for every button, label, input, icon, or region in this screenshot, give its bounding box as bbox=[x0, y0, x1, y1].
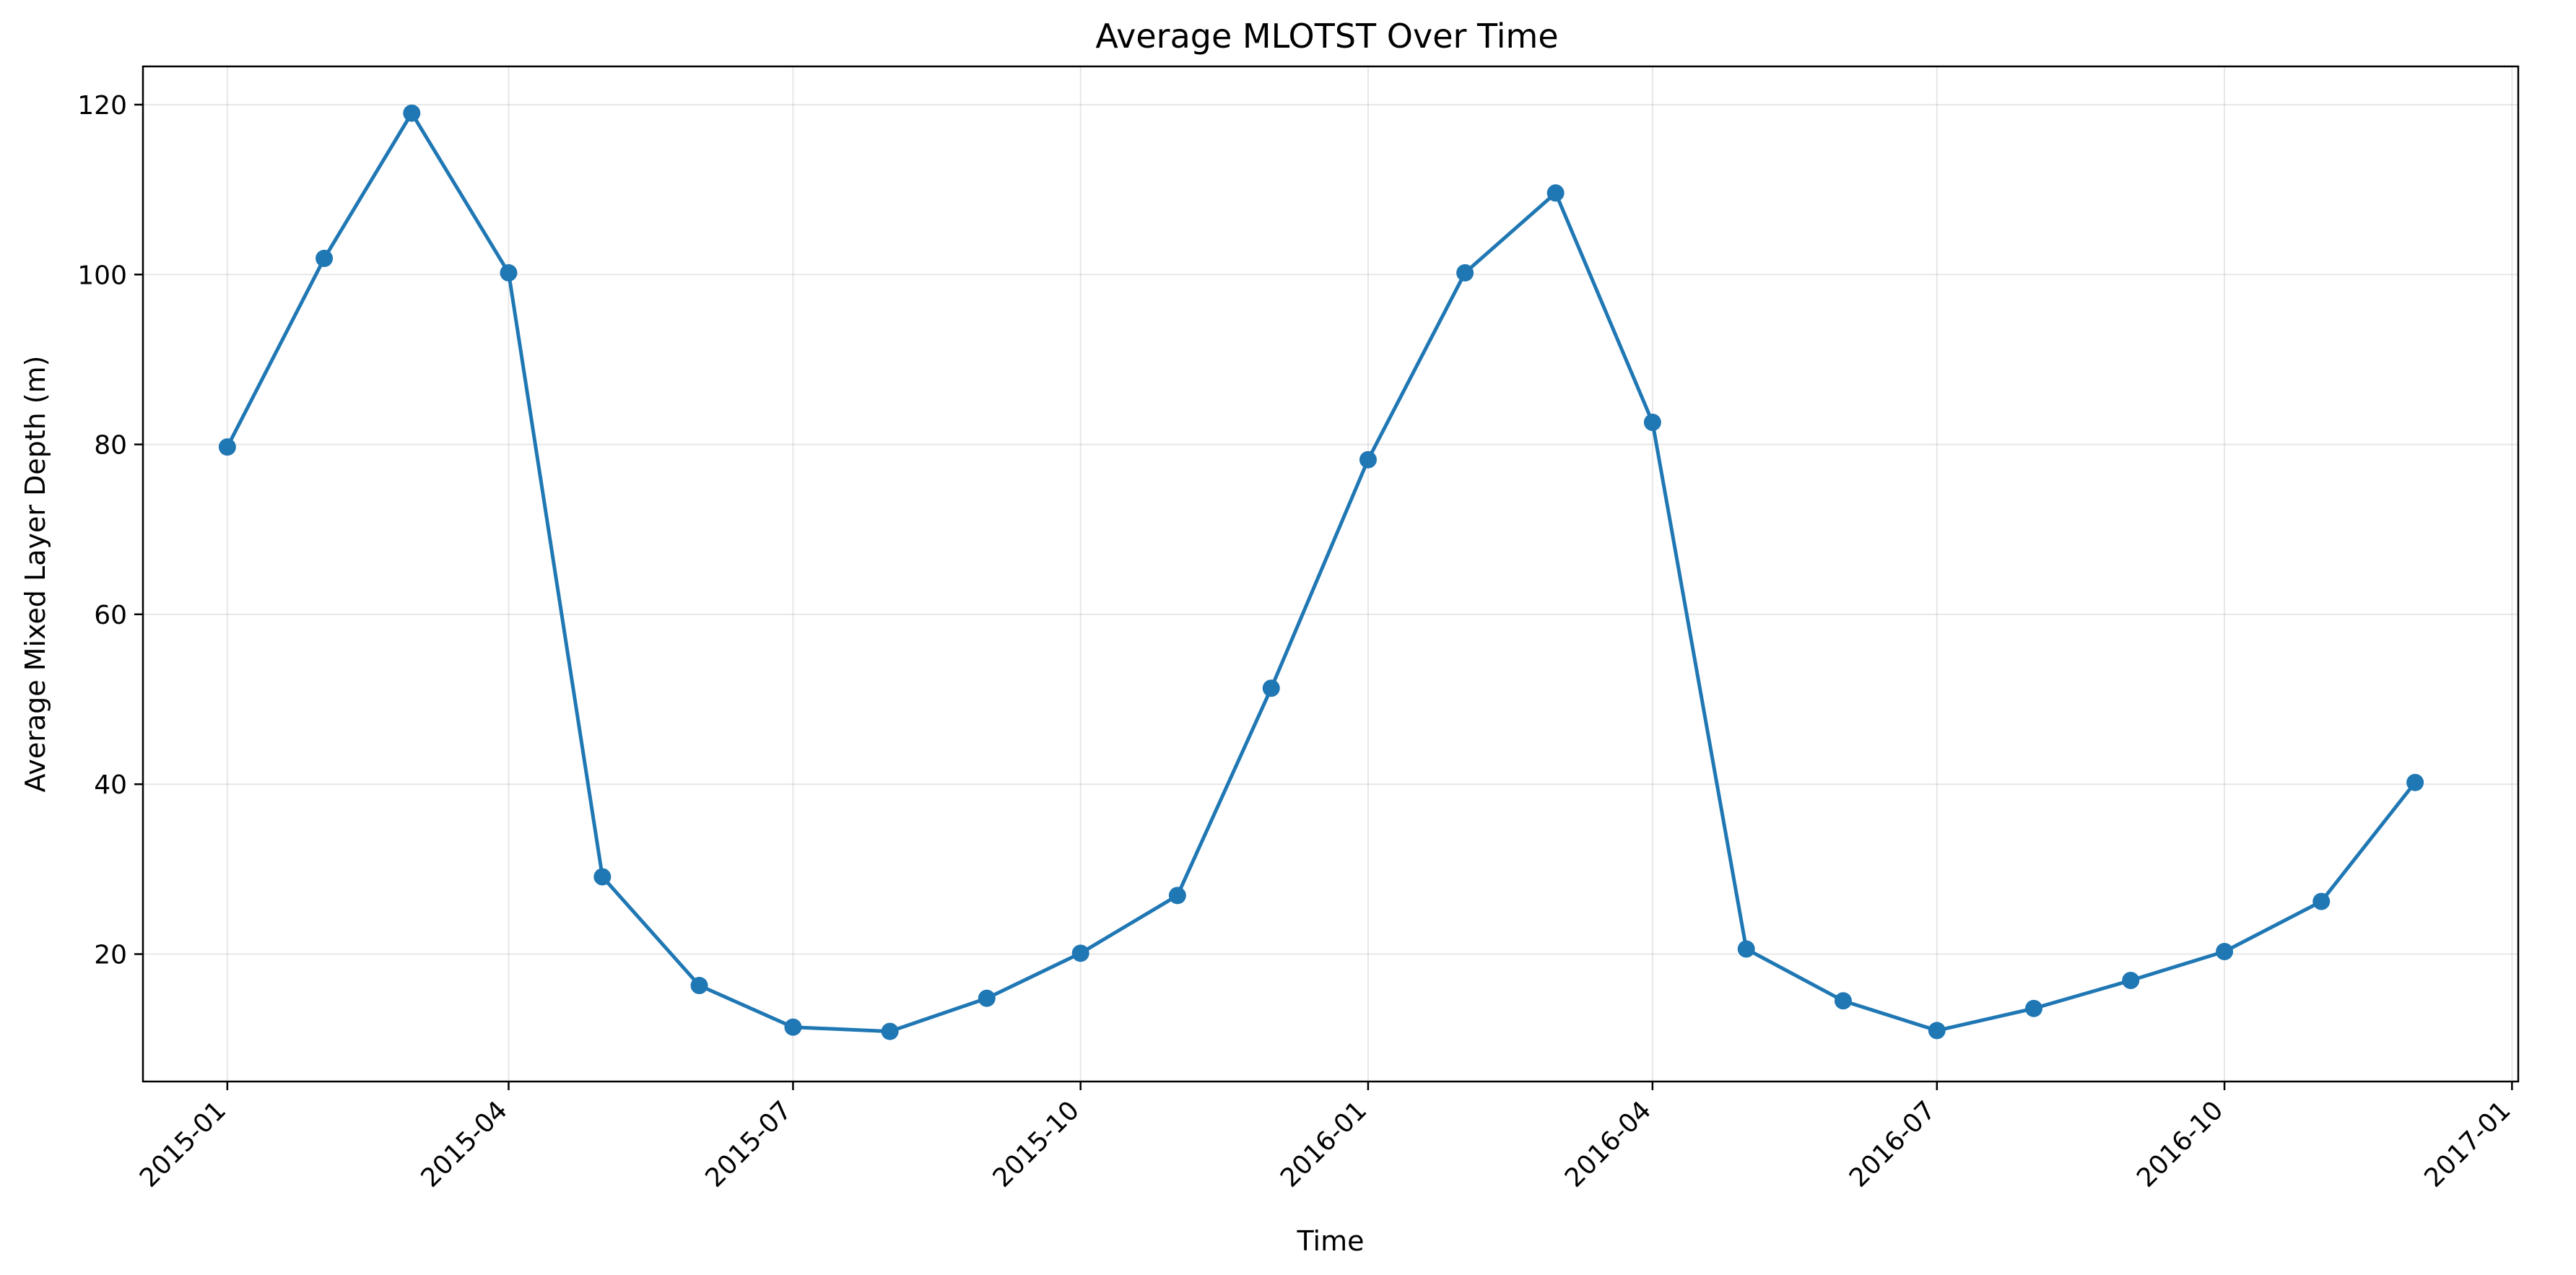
data-point bbox=[881, 1022, 899, 1040]
data-point bbox=[1168, 887, 1186, 905]
y-tick-label: 40 bbox=[94, 770, 127, 800]
x-tick-label: 2015-04 bbox=[415, 1095, 513, 1193]
grid bbox=[143, 66, 2518, 1082]
x-tick-label: 2016-07 bbox=[1844, 1095, 1941, 1193]
y-tick-label: 120 bbox=[77, 91, 127, 121]
y-tick-label: 100 bbox=[77, 261, 127, 290]
x-tick-label: 2016-04 bbox=[1559, 1095, 1657, 1193]
y-tick-label: 80 bbox=[94, 431, 127, 461]
y-axis: 20 40 60 80 100 120 bbox=[77, 91, 143, 970]
data-point bbox=[2122, 971, 2140, 989]
y-tick-label: 60 bbox=[94, 601, 127, 630]
data-point bbox=[1071, 944, 1089, 962]
x-axis: 2015-01 2015-04 2015-07 2015-10 2016-01 2016-… bbox=[134, 1082, 2517, 1193]
data-point bbox=[1643, 413, 1661, 431]
x-tick-label: 2016-10 bbox=[2131, 1095, 2229, 1193]
data-point bbox=[690, 977, 708, 995]
x-tick-label: 2015-07 bbox=[700, 1095, 797, 1193]
data-point bbox=[978, 989, 996, 1007]
x-tick-label: 2017-01 bbox=[2419, 1095, 2516, 1193]
data-point bbox=[2312, 892, 2331, 910]
data-point bbox=[1834, 992, 1852, 1010]
y-tick-label: 20 bbox=[94, 941, 127, 970]
chart-title: Average MLOTST Over Time bbox=[1095, 17, 1558, 56]
data-point bbox=[1546, 184, 1565, 202]
data-point bbox=[2406, 773, 2424, 791]
data-point bbox=[1737, 940, 1755, 958]
y-axis-label: Average Mixed Layer Depth (m) bbox=[19, 356, 51, 793]
x-tick-label: 2015-10 bbox=[988, 1095, 1085, 1193]
plot-area bbox=[142, 65, 2520, 1083]
data-point bbox=[2216, 942, 2234, 960]
data-point bbox=[316, 249, 334, 267]
x-tick-label: 2016-01 bbox=[1275, 1095, 1372, 1193]
data-point bbox=[1262, 679, 1280, 697]
data-point bbox=[593, 868, 612, 886]
data-points bbox=[218, 104, 2424, 1040]
x-tick-label: 2015-01 bbox=[134, 1095, 232, 1193]
series-line bbox=[225, 111, 2417, 1034]
x-axis-label: Time bbox=[1297, 1225, 1365, 1257]
data-point bbox=[2025, 999, 2043, 1017]
data-point bbox=[500, 264, 518, 282]
data-point bbox=[1456, 264, 1474, 282]
data-point bbox=[1359, 451, 1377, 469]
data-point bbox=[218, 438, 236, 456]
data-point bbox=[403, 104, 421, 122]
data-point bbox=[784, 1018, 802, 1036]
data-point bbox=[1928, 1022, 1946, 1040]
